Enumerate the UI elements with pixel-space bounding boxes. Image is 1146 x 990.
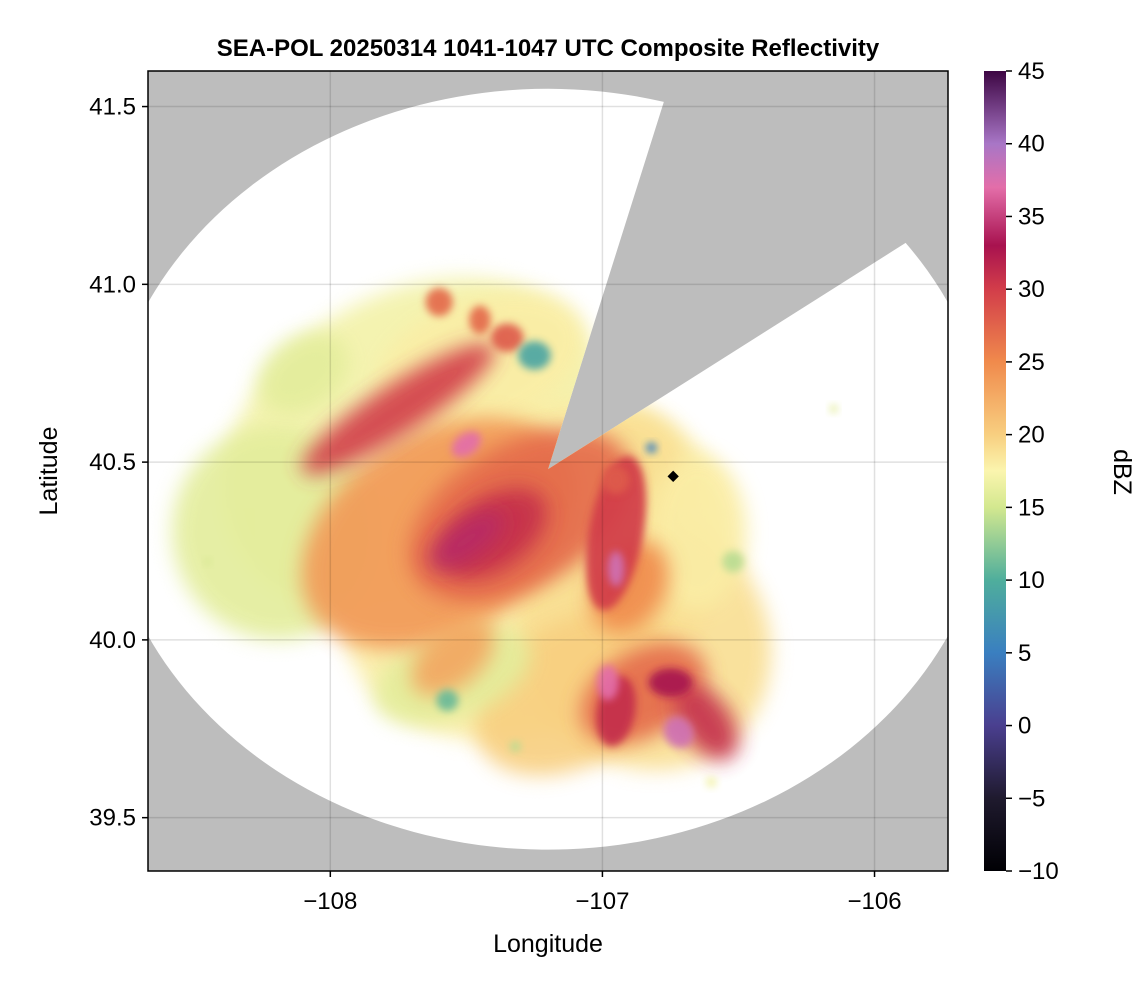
echo-region xyxy=(705,776,717,788)
echo-region xyxy=(411,619,495,696)
reflectivity-echoes xyxy=(172,277,838,788)
echo-region xyxy=(829,404,838,414)
echo-region xyxy=(429,511,504,570)
echo-region xyxy=(425,287,453,317)
echo-region xyxy=(490,323,524,352)
colorbar-tick-label: 15 xyxy=(1018,494,1045,521)
y-tick-label: 40.0 xyxy=(89,627,136,654)
echo-region xyxy=(607,551,625,587)
plot-frame xyxy=(147,70,949,872)
x-axis-ticks: −108 −107 −106 xyxy=(303,871,902,915)
colorbar-tick-label: 45 xyxy=(1018,58,1045,85)
echo-region xyxy=(602,465,630,495)
y-tick-label: 41.5 xyxy=(89,94,136,121)
echo-region xyxy=(469,305,491,335)
echo-region xyxy=(518,341,551,370)
echo-region xyxy=(645,442,657,454)
y-tick-label: 39.5 xyxy=(89,805,136,832)
colorbar-tick-label: 40 xyxy=(1018,131,1045,158)
x-tick-label: −107 xyxy=(575,888,629,915)
echo-region xyxy=(722,551,744,573)
plot-area xyxy=(148,71,948,871)
colorbar-gradient xyxy=(984,71,1006,871)
echo-region xyxy=(301,343,496,475)
echo-region xyxy=(596,664,619,701)
chart-title: SEA-POL 20250314 1041-1047 UTC Composite… xyxy=(217,35,880,62)
echo-region xyxy=(648,668,693,697)
echo-region xyxy=(663,716,694,748)
x-tick-label: −106 xyxy=(847,888,901,915)
colorbar-tick-label: −10 xyxy=(1018,858,1059,885)
echo-region xyxy=(258,332,349,414)
colorbar-label: dBZ xyxy=(1108,449,1136,495)
echo-region xyxy=(204,558,212,566)
colorbar-tick-label: 5 xyxy=(1018,640,1031,667)
y-tick-label: 41.0 xyxy=(89,271,136,298)
grid-lines xyxy=(148,71,948,871)
echo-region xyxy=(451,431,482,458)
colorbar-tick-label: −5 xyxy=(1018,785,1045,812)
y-tick-label: 40.5 xyxy=(89,449,136,476)
y-axis-label: Latitude xyxy=(35,427,63,516)
colorbar-tick-label: 20 xyxy=(1018,422,1045,449)
colorbar-ticks: −10 −5 0 5 10 15 20 25 30 35 40 45 xyxy=(1006,58,1059,885)
colorbar-tick-label: 0 xyxy=(1018,713,1031,740)
colorbar-tick-label: 25 xyxy=(1018,349,1045,376)
echo-region xyxy=(509,741,521,752)
echo-region xyxy=(436,689,459,711)
colorbar-tick-label: 10 xyxy=(1018,567,1045,594)
x-tick-label: −108 xyxy=(303,888,357,915)
colorbar: −10 −5 0 5 10 15 20 25 30 35 40 45 dBZ xyxy=(984,58,1136,885)
x-axis-label: Longitude xyxy=(493,930,603,958)
colorbar-tick-label: 30 xyxy=(1018,276,1045,303)
echo-region xyxy=(585,456,647,611)
y-axis-ticks: 39.5 40.0 40.5 41.0 41.5 xyxy=(89,94,148,832)
colorbar-tick-label: 35 xyxy=(1018,203,1045,230)
echo-region xyxy=(648,455,747,612)
site-marker xyxy=(667,470,679,482)
